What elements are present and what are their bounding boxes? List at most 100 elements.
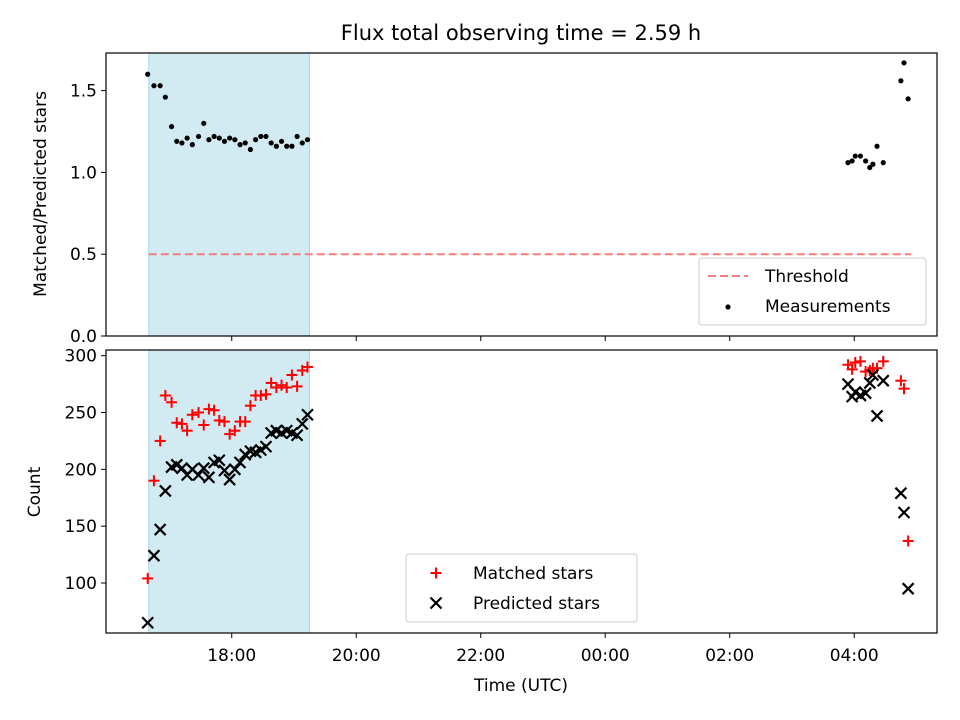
matched-star-point: [898, 383, 910, 395]
predicted-star-point: [301, 408, 314, 422]
x-marker-b: [280, 424, 294, 437]
ratio-y-tick-label: 1.5: [70, 82, 97, 102]
matched-star-point: [244, 400, 256, 412]
predicted-star-point: [290, 428, 304, 442]
x-marker-b: [285, 426, 299, 440]
matched-star-point: [218, 416, 230, 428]
x-tick-label: 04:00: [830, 646, 879, 666]
measurement-point: [247, 146, 254, 153]
ratio-y-tick-label: 1.0: [70, 163, 97, 183]
measurement-point: [294, 133, 300, 140]
predicted-star-point: [202, 471, 216, 484]
x-marker-b: [429, 596, 443, 610]
measurement-point: [263, 133, 269, 140]
predicted-star-point: [192, 468, 205, 482]
measurement-point: [179, 140, 185, 146]
legend-measurements-label: Measurements: [765, 297, 891, 317]
x-tick-label: 00:00: [581, 646, 630, 666]
matched-star-point: [181, 425, 193, 437]
x-marker-b: [153, 523, 167, 536]
counts-y-tick-label: 150: [65, 517, 97, 537]
legend-matched-label: Matched stars: [473, 564, 593, 584]
measurement-point: [870, 161, 876, 167]
counts-panel: 18:00 20:00 22:00 00:00 02:00 04:00 100 150 200…: [25, 347, 938, 666]
counts-shaded-span: [148, 349, 311, 634]
predicted-star-point: [859, 386, 872, 400]
ratio-shaded-span: [148, 52, 311, 337]
matched-star-point: [198, 419, 210, 431]
predicted-star-point: [218, 464, 231, 477]
matched-star-point: [281, 382, 293, 394]
x-marker-b: [894, 486, 908, 500]
matched-star-point: [301, 361, 313, 373]
matched-star-point: [902, 535, 914, 547]
measurement-point: [852, 153, 858, 159]
matched-star-point: [877, 355, 889, 367]
measurement-point: [195, 133, 202, 140]
x-tick-label: 18:00: [207, 646, 256, 666]
measurement-point: [211, 133, 217, 140]
x-marker-b: [296, 417, 309, 431]
legend-threshold-label: Threshold: [764, 267, 849, 287]
measurement-point: [304, 137, 311, 143]
x-marker-b: [218, 464, 231, 477]
x-marker-b: [170, 458, 184, 472]
legend-predicted-swatch: [429, 596, 443, 610]
x-marker-b: [141, 616, 154, 630]
predicted-star-point: [866, 368, 880, 382]
x-marker-b: [186, 463, 199, 476]
matched-star-point: [186, 409, 198, 421]
measurement-point: [174, 138, 180, 144]
x-tick-label: 20:00: [332, 646, 381, 666]
predicted-star-point: [141, 616, 154, 630]
x-tick-label: 22:00: [456, 646, 505, 666]
measurement-point: [151, 83, 157, 89]
measurement-point: [227, 135, 233, 141]
x-marker-b: [301, 408, 314, 422]
matched-star-point: [255, 389, 267, 401]
measurement-point: [278, 138, 285, 144]
measurement-point: [905, 96, 911, 102]
x-tick-label: 02:00: [705, 646, 754, 666]
x-marker-b: [859, 386, 872, 400]
x-marker-b: [223, 473, 236, 486]
matched-star-point: [276, 379, 288, 391]
predicted-star-point: [223, 473, 236, 486]
x-marker-b: [897, 506, 911, 519]
predicted-star-point: [228, 463, 242, 476]
chart-title: Flux total observing time = 2.59 h: [341, 21, 701, 45]
measurement-point: [237, 142, 243, 148]
x-marker-b: [213, 453, 226, 467]
matched-star-point: [176, 418, 188, 430]
measurement-point: [849, 158, 855, 164]
x-marker-b: [228, 463, 242, 476]
matched-star-point: [166, 396, 178, 408]
measurement-point: [299, 140, 305, 146]
x-marker-b: [270, 424, 283, 437]
ratio-y-tick-label: 0.5: [70, 245, 97, 265]
measurement-point: [232, 137, 238, 143]
measurement-point: [201, 120, 207, 126]
predicted-star-point: [153, 523, 167, 536]
measurement-point: [845, 160, 851, 166]
matched-star-point: [286, 369, 298, 381]
x-marker-b: [863, 376, 877, 390]
predicted-star-point: [901, 582, 915, 595]
predicted-star-point: [870, 409, 884, 423]
measurement-point: [857, 153, 864, 159]
measurement-point: [221, 138, 228, 144]
ratio-axes-frame: [105, 52, 938, 337]
legend-frame: [698, 257, 927, 326]
x-marker-b: [192, 468, 205, 482]
counts-y-tick-label: 250: [65, 404, 97, 424]
matched-star-point: [159, 389, 171, 401]
matched-star-point: [854, 355, 866, 367]
x-marker-b: [870, 409, 884, 423]
matched-star-point: [895, 375, 907, 387]
measurement-point: [898, 78, 904, 84]
x-marker-b: [244, 444, 257, 458]
measurement-point: [863, 158, 869, 164]
ratio-y-axis-label: Matched/Predicted stars: [31, 91, 51, 297]
measurement-point: [289, 143, 295, 149]
x-marker-b: [259, 440, 273, 453]
